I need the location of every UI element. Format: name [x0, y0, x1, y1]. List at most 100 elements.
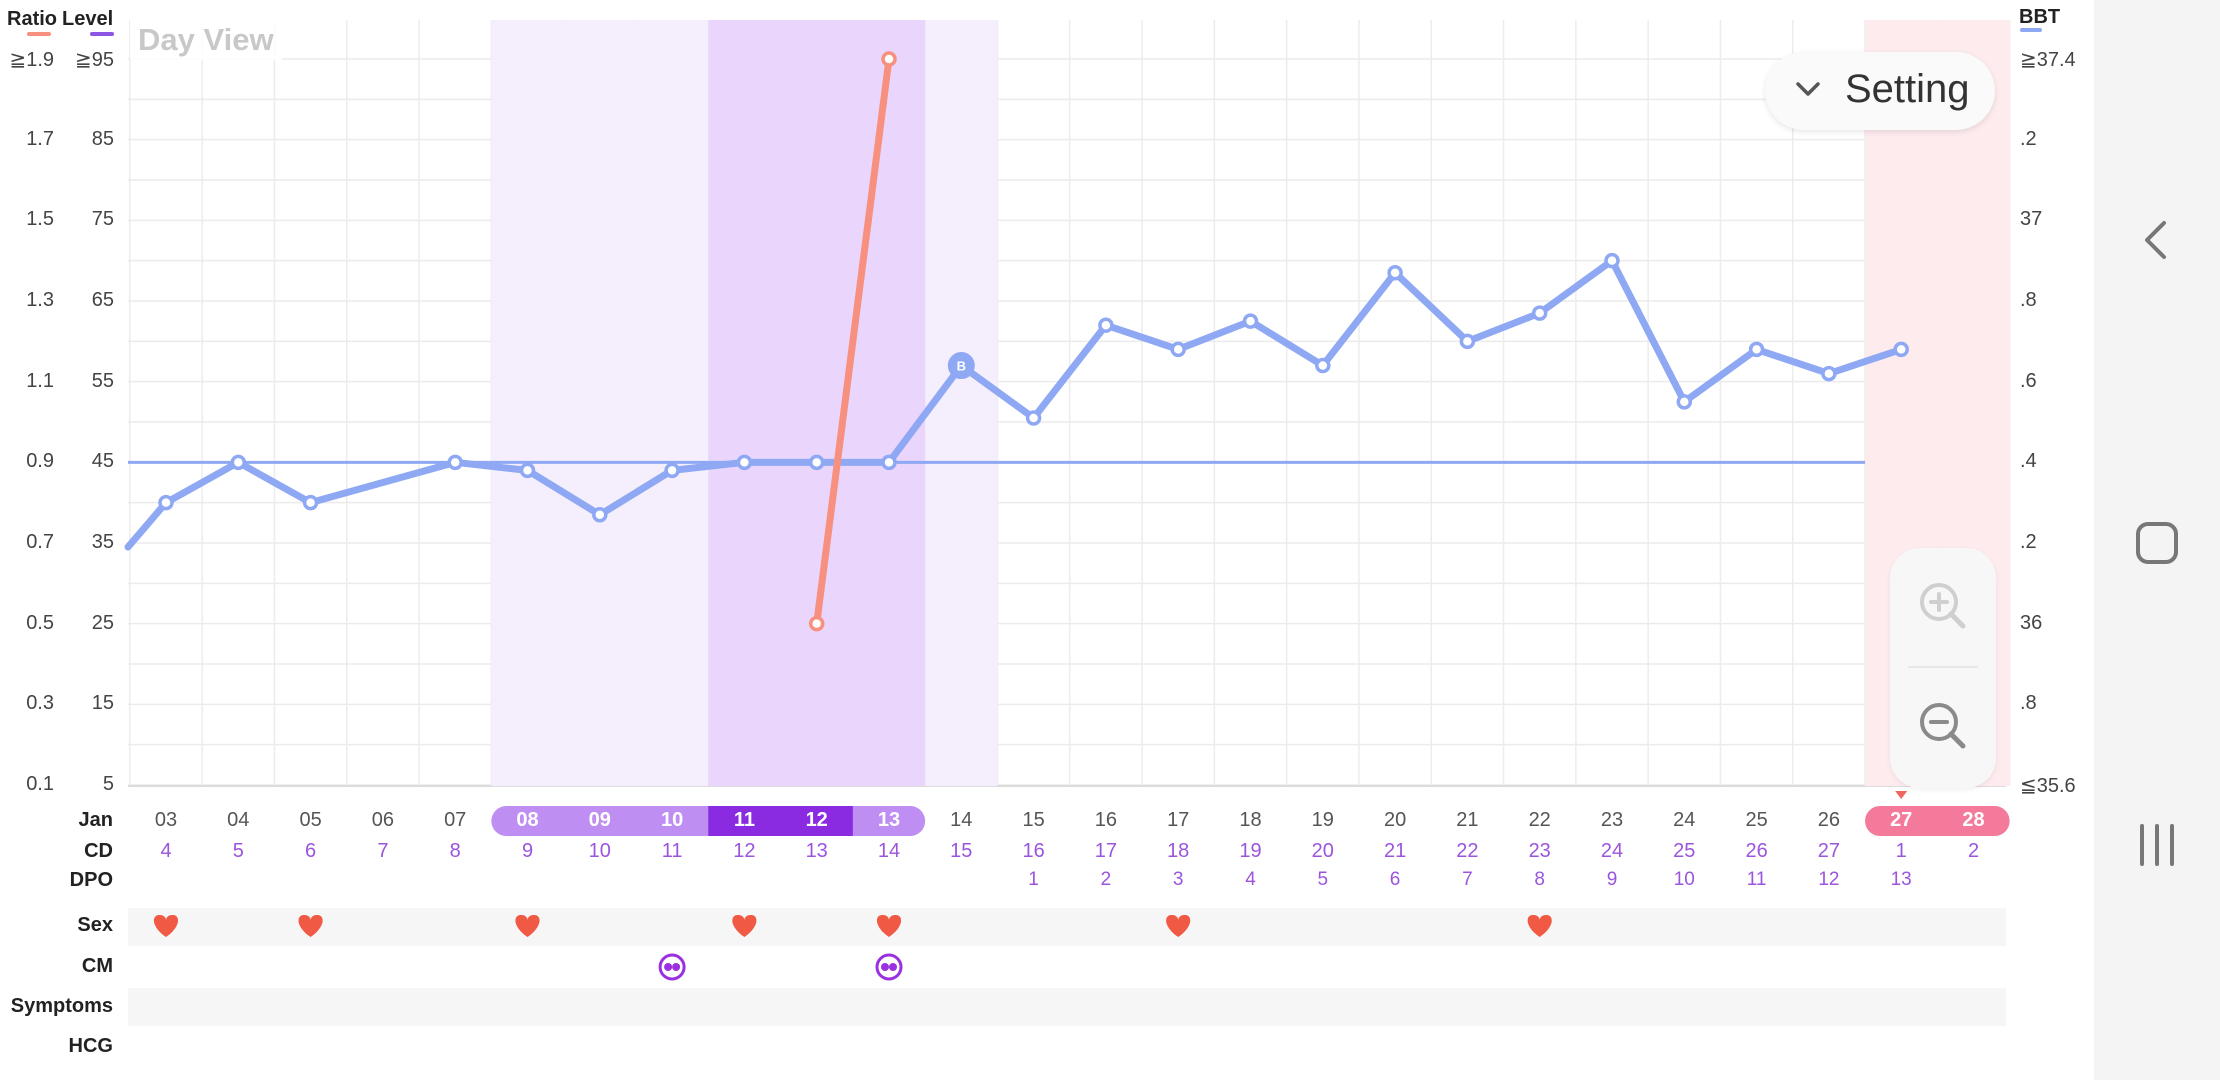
cd-label: CD	[84, 840, 113, 862]
cd-value: 11	[661, 840, 683, 862]
zoom-out-button[interactable]	[1913, 696, 1973, 756]
level-tick-label: 15	[91, 692, 114, 715]
bbt-point[interactable]	[1604, 252, 1620, 269]
bbt-point[interactable]	[664, 462, 680, 479]
ratio-tick-label: 0.1	[26, 773, 54, 795]
bbt-point[interactable]	[1315, 357, 1331, 374]
level-tick-label: 35	[91, 531, 114, 553]
ratio-tick-label: 0.9	[26, 450, 54, 473]
cd-value: 9	[521, 840, 534, 862]
date-label: 27	[1890, 809, 1913, 831]
bbt-line	[124, 257, 1905, 551]
bbt-point[interactable]	[1459, 333, 1476, 350]
date-label: 07	[444, 809, 467, 831]
ratio-point[interactable]	[808, 615, 825, 632]
bbt-point[interactable]	[592, 507, 608, 523]
heart-icon	[1166, 914, 1191, 937]
cd-value: 18	[1167, 840, 1190, 862]
cd-value: 14	[877, 840, 901, 862]
bbt-point[interactable]	[808, 454, 825, 471]
bbt-point[interactable]	[1748, 341, 1765, 358]
cd-value: 16	[1022, 840, 1045, 862]
symptoms-label: Symptoms	[10, 995, 113, 1017]
bbt-point[interactable]	[947, 352, 975, 380]
date-label: 12	[805, 809, 828, 831]
heart-icon	[515, 914, 540, 937]
ratio-tick-label: 1.3	[26, 289, 54, 311]
ratio-tick-label: 1.7	[26, 127, 54, 150]
cycle-chart[interactable]: B	[0, 0, 2094, 1080]
ratio-line	[813, 55, 893, 628]
date-label: 09	[588, 809, 611, 831]
month-label: Jan	[78, 809, 113, 831]
cd-value: 19	[1239, 840, 1262, 862]
bbt-point[interactable]	[519, 462, 536, 479]
heart-icon	[298, 914, 323, 937]
cd-value: 2	[1967, 840, 1980, 862]
date-label: 15	[1022, 809, 1045, 831]
date-label: 16	[1094, 809, 1118, 831]
bbt-point[interactable]	[1821, 365, 1837, 382]
dpo-value: 10	[1673, 869, 1695, 890]
bbt-point[interactable]	[1531, 305, 1548, 321]
bbt-point[interactable]	[302, 494, 319, 511]
level-tick-label: 65	[91, 289, 114, 311]
bbt-point[interactable]	[1025, 410, 1042, 426]
bbt-point[interactable]	[1242, 313, 1259, 329]
bbt-tick-label: .8	[2020, 692, 2037, 715]
level-tick-label: ≧95	[74, 49, 114, 71]
bbt-point[interactable]	[1676, 394, 1693, 410]
chart-area[interactable]: B Ratio Level BBT Day View Setting	[0, 0, 2094, 1080]
ovulation-band	[852, 20, 926, 786]
ratio-point[interactable]	[881, 51, 897, 67]
date-label: 21	[1456, 809, 1479, 831]
zoom-in-button[interactable]	[1913, 576, 1973, 636]
zoom-in-icon	[1920, 583, 1966, 629]
ratio-legend-label: Ratio	[7, 8, 57, 30]
home-button[interactable]	[2122, 508, 2192, 578]
heart-icon	[153, 914, 179, 937]
bbt-tick-label: .2	[2020, 127, 2037, 150]
bbt-point[interactable]	[881, 454, 897, 471]
cd-value: 21	[1383, 840, 1407, 862]
date-label: 23	[1600, 809, 1624, 831]
cd-value: 23	[1528, 840, 1551, 862]
level-legend-swatch	[90, 32, 114, 36]
today-marker	[1895, 791, 1908, 799]
setting-button[interactable]: Setting	[1765, 52, 1995, 130]
bbt-point[interactable]	[1170, 341, 1186, 358]
bbt-tick-label: .2	[2020, 531, 2037, 553]
cd-value: 17	[1094, 840, 1118, 862]
dpo-value: 3	[1172, 869, 1184, 890]
date-label: 24	[1673, 809, 1696, 831]
bbt-point[interactable]	[736, 454, 753, 471]
bbt-point[interactable]	[230, 454, 247, 471]
bbt-tick-label: .8	[2020, 289, 2037, 311]
dpo-value: 5	[1317, 869, 1329, 890]
cd-value: 12	[733, 840, 756, 862]
back-button[interactable]	[2122, 205, 2192, 275]
bbt-legend-swatch	[2020, 28, 2042, 32]
cervical-mucus-icon	[658, 953, 686, 981]
bbt-point[interactable]	[158, 494, 174, 511]
dpo-label: DPO	[69, 869, 113, 891]
dpo-value: 13	[1890, 869, 1912, 890]
bbt-point[interactable]	[1098, 317, 1114, 333]
date-label: 22	[1528, 809, 1551, 831]
ratio-legend-swatch	[27, 32, 51, 36]
dpo-value: 12	[1818, 869, 1840, 890]
ovulation-band	[780, 20, 853, 786]
date-label: 08	[516, 809, 539, 831]
bbt-point[interactable]	[447, 454, 463, 471]
bbt-point[interactable]	[1387, 265, 1403, 281]
level-tick-label: 85	[91, 127, 114, 150]
system-navigation-bar	[2094, 0, 2220, 1080]
bbt-point[interactable]	[1893, 341, 1909, 358]
ratio-tick-label: ≧1.9	[9, 49, 54, 71]
cd-value: 27	[1817, 840, 1841, 862]
cervical-mucus-icon	[875, 953, 903, 981]
recents-button[interactable]	[2122, 810, 2192, 880]
bbt-tick-label: .4	[2020, 450, 2037, 473]
level-tick-label: 5	[102, 773, 114, 795]
level-tick-label: 55	[91, 369, 114, 392]
